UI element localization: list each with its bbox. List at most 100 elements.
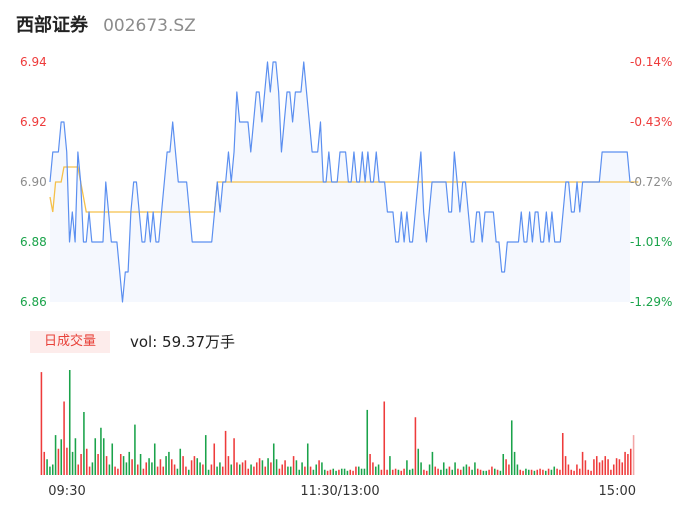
- volume-bar: [468, 466, 471, 475]
- volume-bar: [168, 451, 170, 475]
- volume-bar: [352, 470, 354, 475]
- volume-panel: [40, 370, 635, 475]
- volume-bar: [326, 470, 329, 475]
- volume-bar: [632, 435, 635, 475]
- volume-bar: [80, 454, 82, 475]
- volume-bar: [238, 464, 241, 475]
- volume-bar: [275, 459, 278, 475]
- volume-bar: [176, 468, 179, 475]
- price-tick-label: 6.90: [20, 175, 47, 189]
- volume-bar: [355, 466, 357, 475]
- volume-bar: [598, 462, 601, 475]
- volume-bar: [610, 469, 612, 475]
- stock-header: 西部证券 002673.SZ: [16, 14, 196, 38]
- volume-bar: [190, 460, 193, 475]
- stock-code: 002673.SZ: [103, 16, 196, 36]
- volume-bar: [253, 466, 255, 475]
- volume-bar: [539, 468, 541, 475]
- volume-badge[interactable]: 日成交量: [30, 331, 110, 353]
- volume-bar: [479, 469, 482, 475]
- volume-bar: [510, 420, 513, 475]
- volume-bar: [536, 469, 539, 475]
- volume-bar: [224, 430, 227, 475]
- price-tick-label: 6.86: [20, 295, 47, 309]
- volume-bar: [227, 456, 230, 475]
- time-tick-label: 11:30/13:00: [300, 484, 379, 499]
- volume-bar: [629, 448, 632, 475]
- volume-bar: [40, 372, 43, 475]
- volume-bar: [349, 469, 352, 475]
- volume-bar: [488, 469, 490, 475]
- volume-bar: [502, 454, 505, 475]
- volume-bar: [111, 443, 114, 475]
- volume-bar: [471, 469, 473, 475]
- volume-bar: [213, 443, 216, 475]
- volume-bar: [247, 468, 250, 475]
- volume-bar: [561, 433, 564, 475]
- volume-bar: [587, 469, 590, 475]
- volume-bar: [491, 466, 493, 475]
- volume-bar: [380, 469, 383, 475]
- volume-bar: [343, 468, 346, 475]
- volume-bar: [482, 470, 485, 475]
- volume-bar: [590, 470, 592, 475]
- volume-bar: [340, 468, 343, 475]
- volume-bar: [74, 438, 77, 475]
- price-axis-labels: 6.94 6.92 6.90 6.88 6.86: [20, 55, 47, 309]
- volume-bar: [148, 458, 150, 475]
- volume-bar: [250, 464, 252, 475]
- volume-bar: [573, 470, 575, 475]
- volume-bar: [346, 470, 349, 475]
- volume-bar: [530, 469, 533, 475]
- price-line: [49, 61, 631, 303]
- volume-bar: [414, 417, 417, 475]
- volume-bar: [210, 464, 213, 475]
- volume-bar: [624, 451, 626, 475]
- volume-readout: vol: 59.37万手: [130, 331, 235, 353]
- volume-bar: [428, 464, 431, 475]
- volume-bar: [204, 435, 207, 475]
- volume-bar: [153, 443, 156, 475]
- volume-bar: [128, 451, 131, 475]
- volume-bar: [485, 470, 488, 475]
- volume-bar: [57, 448, 60, 475]
- stock-name: 西部证券: [16, 15, 88, 36]
- volume-bar: [102, 438, 105, 475]
- volume-bar: [332, 468, 335, 475]
- volume-bar: [457, 468, 459, 475]
- volume-bar: [71, 451, 74, 475]
- volume-bar: [391, 469, 394, 475]
- volume-bar: [289, 466, 292, 475]
- volume-bar: [374, 466, 377, 475]
- percent-tick-label: -0.14%: [630, 55, 672, 69]
- volume-label: vol:: [130, 333, 163, 351]
- volume-bar: [612, 464, 615, 475]
- volume-bar: [496, 469, 499, 475]
- volume-bar: [114, 466, 116, 475]
- volume-bar: [156, 466, 159, 475]
- volume-bar: [618, 459, 621, 475]
- volume-bar: [122, 456, 125, 475]
- volume-bar: [281, 464, 284, 475]
- volume-bar: [570, 469, 573, 475]
- volume-bar: [411, 468, 414, 475]
- volume-bar: [139, 454, 142, 475]
- volume-bar: [513, 451, 516, 475]
- volume-bar: [292, 456, 295, 475]
- volume-bar: [525, 468, 527, 475]
- volume-bar: [556, 468, 558, 475]
- volume-bar: [578, 468, 581, 475]
- volume-bar: [63, 401, 65, 475]
- volume-bar: [306, 443, 309, 475]
- volume-bar: [437, 468, 439, 475]
- volume-bar: [595, 456, 598, 475]
- volume-bar: [465, 464, 468, 475]
- volume-bar: [49, 466, 51, 475]
- volume-bar: [151, 462, 153, 475]
- volume-bar: [182, 456, 184, 475]
- volume-bar: [173, 464, 176, 475]
- volume-bar: [581, 451, 584, 475]
- volume-bar: [508, 464, 510, 475]
- volume-bar: [241, 462, 244, 475]
